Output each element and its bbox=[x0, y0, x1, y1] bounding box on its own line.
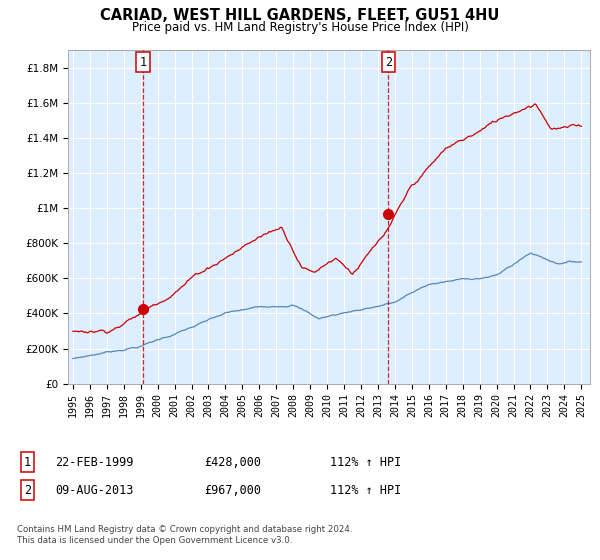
Text: 112% ↑ HPI: 112% ↑ HPI bbox=[330, 483, 401, 497]
Text: 1: 1 bbox=[24, 455, 31, 469]
Text: £428,000: £428,000 bbox=[204, 455, 261, 469]
Text: Price paid vs. HM Land Registry's House Price Index (HPI): Price paid vs. HM Land Registry's House … bbox=[131, 21, 469, 34]
Text: 09-AUG-2013: 09-AUG-2013 bbox=[55, 483, 134, 497]
Text: 22-FEB-1999: 22-FEB-1999 bbox=[55, 455, 134, 469]
Text: Contains HM Land Registry data © Crown copyright and database right 2024.
This d: Contains HM Land Registry data © Crown c… bbox=[17, 525, 352, 545]
Text: 2: 2 bbox=[24, 483, 31, 497]
Text: 112% ↑ HPI: 112% ↑ HPI bbox=[330, 455, 401, 469]
Text: CARIAD, WEST HILL GARDENS, FLEET, GU51 4HU: CARIAD, WEST HILL GARDENS, FLEET, GU51 4… bbox=[100, 8, 500, 24]
Text: 1: 1 bbox=[139, 55, 146, 68]
Text: £967,000: £967,000 bbox=[204, 483, 261, 497]
Text: 2: 2 bbox=[385, 55, 392, 68]
